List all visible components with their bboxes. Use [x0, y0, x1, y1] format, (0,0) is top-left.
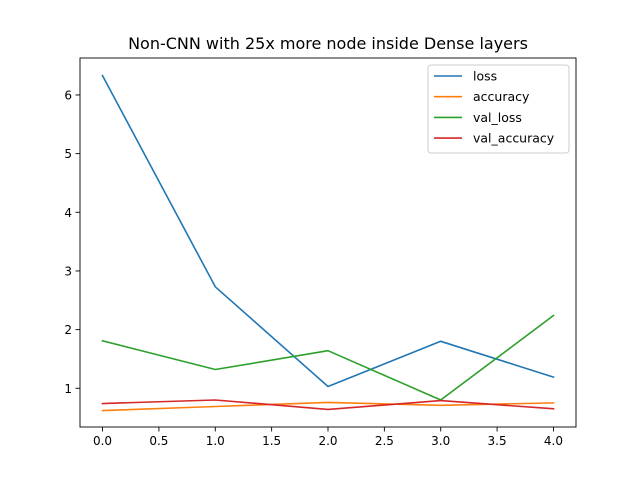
x-tick-label: 3.0 — [431, 434, 450, 448]
x-tick-label: 2.5 — [375, 434, 394, 448]
legend-label-val-loss: val_loss — [473, 110, 522, 125]
x-tick-label: 0.0 — [93, 434, 112, 448]
series-line-val-loss — [101, 314, 555, 401]
x-tick-label: 4.0 — [544, 434, 563, 448]
legend-label-accuracy: accuracy — [473, 89, 530, 104]
y-tick-label: 5 — [64, 147, 72, 161]
x-tick-label: 2.0 — [318, 434, 337, 448]
plot-area — [101, 74, 555, 412]
y-tick-label: 3 — [64, 264, 72, 278]
legend: loss accuracy val_loss val_accuracy — [427, 64, 570, 154]
series-line-val-accuracy — [101, 399, 555, 411]
chart-title: Non-CNN with 25x more node inside Dense … — [128, 34, 528, 53]
axes: 0.0 0.5 1.0 1.5 2.0 2.5 3.0 3.5 4.0 1 2 3 4 5 6 — [64, 57, 577, 448]
x-tick-label: 0.5 — [149, 434, 168, 448]
series-line-loss — [101, 74, 555, 388]
legend-box — [427, 64, 570, 154]
y-tick-label: 4 — [64, 206, 72, 220]
x-tick-label: 1.0 — [206, 434, 225, 448]
legend-label-loss: loss — [473, 69, 497, 84]
y-tick-label: 1 — [64, 382, 72, 396]
y-tick-label: 2 — [64, 323, 72, 337]
series-line-accuracy — [101, 401, 555, 412]
x-tick-label: 3.5 — [488, 434, 507, 448]
legend-label-val-accuracy: val_accuracy — [473, 131, 555, 146]
x-tick-label: 1.5 — [262, 434, 281, 448]
y-tick-label: 6 — [64, 88, 72, 102]
